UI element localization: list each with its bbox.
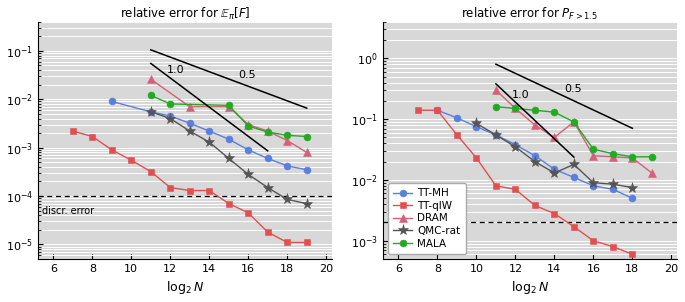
Text: discr. error: discr. error <box>42 206 94 216</box>
Title: relative error for $P_{F > 1.5}$: relative error for $P_{F > 1.5}$ <box>462 5 599 22</box>
Text: 0.5: 0.5 <box>238 70 256 80</box>
Legend: TT-MH, TT-qIW, DRAM, QMC-rat, MALA: TT-MH, TT-qIW, DRAM, QMC-rat, MALA <box>388 183 466 254</box>
Text: 1.0: 1.0 <box>512 90 529 100</box>
Text: 1.0: 1.0 <box>166 65 184 75</box>
Text: 0.5: 0.5 <box>564 84 582 94</box>
Title: relative error for $\mathbb{E}_\pi[F]$: relative error for $\mathbb{E}_\pi[F]$ <box>120 5 250 22</box>
X-axis label: $\log_2 N$: $\log_2 N$ <box>511 279 549 297</box>
X-axis label: $\log_2 N$: $\log_2 N$ <box>166 279 204 297</box>
